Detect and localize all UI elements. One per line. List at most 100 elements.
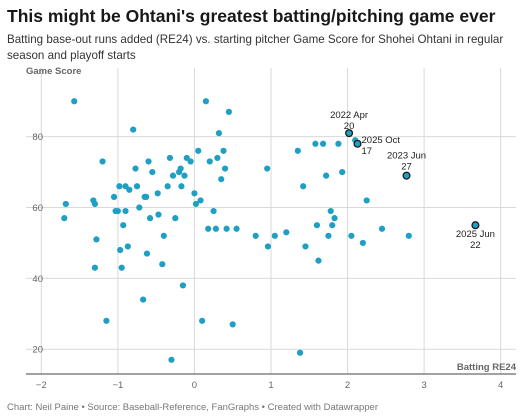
data-point	[122, 207, 129, 215]
data-point	[319, 140, 327, 147]
data-point	[91, 264, 99, 271]
y-tick-label: 80	[32, 132, 43, 143]
data-point	[124, 243, 131, 250]
data-point	[363, 197, 370, 204]
data-point	[192, 200, 200, 208]
data-point	[327, 207, 334, 215]
data-point	[181, 172, 188, 179]
data-point	[120, 222, 127, 229]
data-point	[140, 296, 147, 303]
data-point	[178, 183, 185, 190]
highlight-annotation: 20	[344, 121, 355, 132]
chart-title: This might be Ohtani's greatest batting/…	[7, 6, 496, 26]
x-axis-title: Batting RE24	[457, 362, 517, 373]
data-point	[206, 158, 213, 165]
data-point	[312, 140, 319, 147]
data-point	[169, 172, 177, 179]
data-point	[155, 211, 162, 218]
x-tick-label: 0	[192, 380, 197, 391]
x-tick-label: 2	[345, 380, 350, 391]
data-point	[179, 282, 187, 289]
data-point	[221, 165, 229, 172]
data-point	[300, 183, 307, 190]
data-point	[197, 197, 204, 204]
highlight-annotation: 2022 Apr	[330, 110, 368, 121]
y-tick-label: 20	[32, 345, 43, 356]
data-point	[315, 257, 322, 264]
x-tick-label: 3	[421, 380, 426, 391]
data-point	[214, 154, 221, 162]
data-point	[348, 232, 355, 239]
data-point	[91, 200, 99, 208]
data-point	[339, 168, 346, 176]
data-point	[99, 158, 106, 165]
data-point	[202, 98, 210, 105]
tick-labels: 20 40 60 80 −2 −1 0 1 2 3 4	[32, 132, 503, 391]
data-point	[359, 239, 366, 247]
data-point	[225, 108, 232, 115]
data-point	[302, 243, 309, 250]
data-point	[146, 215, 154, 222]
data-point	[229, 321, 236, 328]
data-point	[223, 225, 230, 232]
x-tick-label: 1	[268, 380, 273, 391]
data-point	[264, 243, 272, 250]
highlight-annotation: 22	[470, 240, 481, 251]
chart-subtitle: Batting base-out runs added (RE24) vs. s…	[7, 33, 504, 62]
data-points	[61, 98, 412, 363]
highlight-annotation: 17	[362, 146, 373, 157]
data-point	[62, 200, 69, 208]
data-point	[160, 232, 167, 239]
highlight-point	[345, 129, 354, 138]
highlight-annotation: 2025 Oct	[362, 135, 401, 146]
data-point	[218, 176, 225, 183]
data-point	[329, 222, 336, 229]
data-point	[172, 215, 179, 222]
data-point	[61, 215, 68, 222]
x-tick-label: −2	[36, 380, 47, 391]
highlight-point	[471, 221, 480, 230]
data-point	[130, 126, 137, 133]
data-point	[210, 207, 217, 215]
data-point	[205, 225, 212, 232]
data-point	[126, 186, 133, 193]
data-point	[294, 147, 301, 154]
data-point	[143, 193, 150, 200]
source-caption: Chart: Neil Paine • Source: Baseball-Ref…	[7, 402, 378, 413]
y-axis-title: Game Score	[26, 66, 81, 77]
highlight-annotation: 2025 Jun	[456, 229, 495, 240]
data-point	[168, 356, 175, 363]
data-point	[264, 165, 271, 172]
data-point	[331, 215, 338, 222]
data-point	[323, 172, 330, 179]
data-point	[283, 229, 290, 236]
data-point	[198, 317, 206, 324]
highlight-annotation: 27	[401, 162, 412, 173]
data-point	[149, 168, 156, 176]
data-point	[118, 264, 125, 271]
data-point	[313, 222, 321, 229]
data-point	[164, 183, 171, 190]
data-point	[325, 232, 332, 239]
data-point	[177, 165, 184, 172]
data-point	[110, 193, 118, 200]
data-point	[191, 190, 198, 197]
data-point	[195, 147, 202, 154]
data-point	[103, 317, 110, 324]
data-point	[166, 154, 174, 162]
data-point	[154, 190, 161, 197]
data-point	[212, 225, 219, 232]
x-tick-label: 4	[498, 380, 503, 391]
data-point	[145, 158, 152, 165]
data-point	[71, 98, 78, 105]
highlight-point	[353, 139, 362, 148]
data-point	[116, 183, 123, 190]
y-tick-label: 60	[32, 203, 43, 214]
data-point	[233, 225, 240, 232]
data-point	[117, 246, 124, 254]
data-point	[405, 232, 412, 239]
data-point	[252, 232, 259, 239]
data-point	[136, 204, 143, 211]
